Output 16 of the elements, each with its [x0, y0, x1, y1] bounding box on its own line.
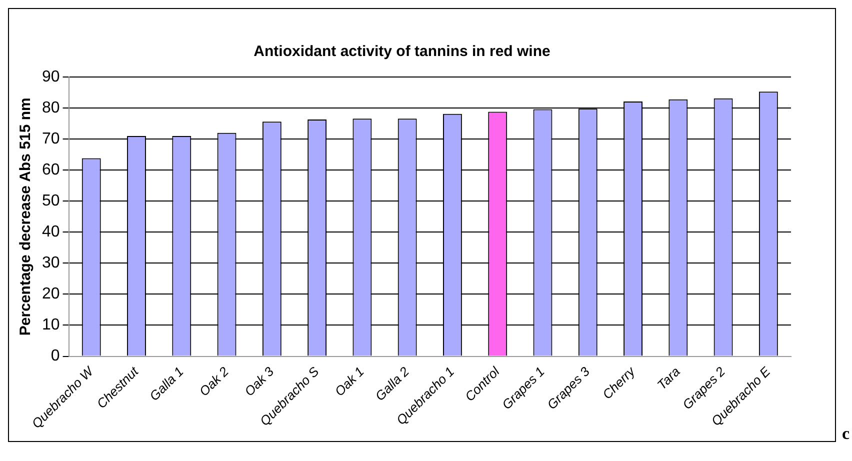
y-tick-label: 70 — [42, 130, 60, 148]
y-tick-label: 30 — [42, 254, 60, 272]
chart-title: Antioxidant activity of tannins in red wine — [254, 43, 550, 60]
y-tick-label: 0 — [50, 348, 60, 365]
x-tick-label: Oak 1 — [332, 364, 367, 399]
text: c — [842, 424, 850, 444]
y-tick-label: 90 — [42, 68, 60, 86]
y-tick-label: 60 — [42, 161, 60, 178]
y-tick-label: 10 — [42, 316, 60, 334]
y-axis-title: Percentage decrease Abs 515 nm — [17, 98, 34, 336]
y-tick-label: 20 — [42, 286, 60, 303]
y-tick-label: 50 — [42, 192, 60, 210]
x-tick-label: Oak 2 — [196, 363, 232, 399]
x-tick-label: Tara — [654, 364, 683, 393]
y-tick-label: 80 — [42, 99, 60, 116]
y-tick-label: 40 — [42, 224, 60, 241]
